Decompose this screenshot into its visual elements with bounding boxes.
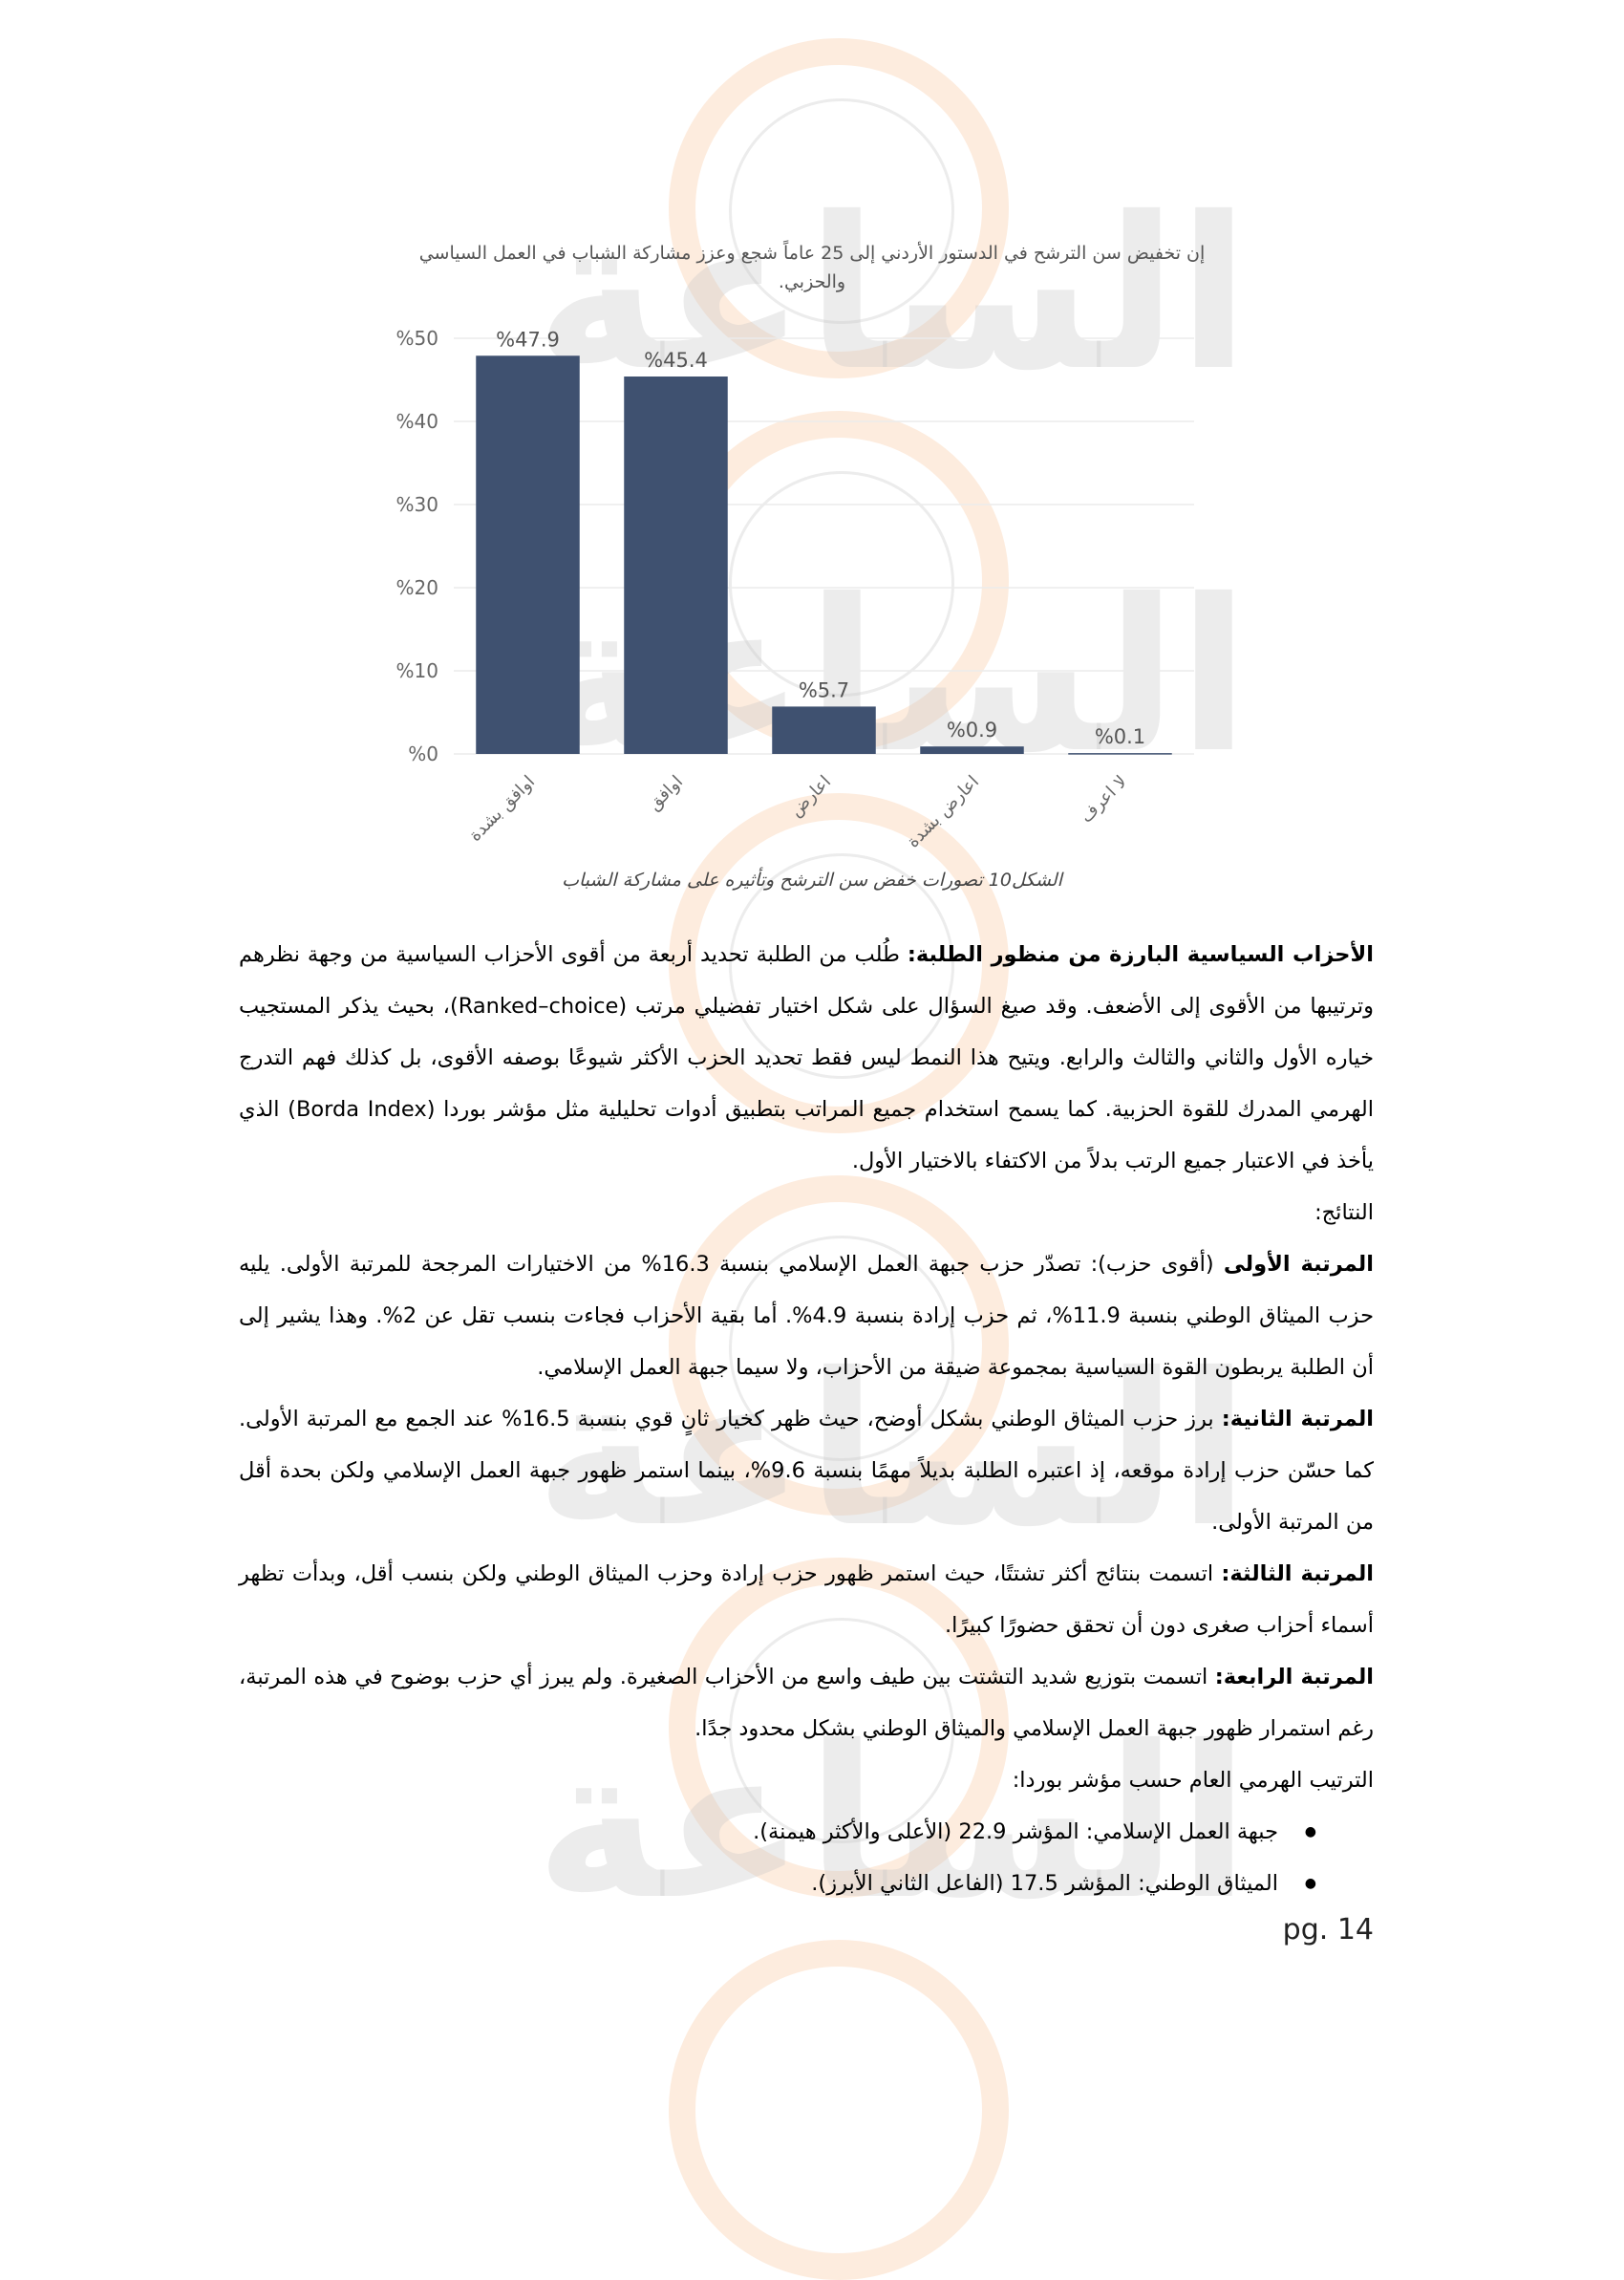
body-text: الأحزاب السياسية البارزة من منظور الطلبة… xyxy=(239,929,1374,1909)
heading-rank-2: المرتبة الثانية: xyxy=(1221,1407,1374,1431)
borda-label: الترتيب الهرمي العام حسب مؤشر بوردا: xyxy=(1012,1768,1374,1793)
paragraph-text: اتسمت بتوزيع شديد التشتت بين طيف واسع من… xyxy=(239,1665,1374,1741)
data-label: %5.7 xyxy=(799,678,849,701)
paragraph-text: برز حزب الميثاق الوطني بشكل أوضح، حيث ظه… xyxy=(239,1407,1375,1535)
heading-rank-1: المرتبة الأولى xyxy=(1223,1252,1374,1277)
data-label: %47.9 xyxy=(496,328,560,351)
bar-chart: %0 %10 %20 %30 %40 %50 %47.9 اوافق بشدة %45.4 اوا… xyxy=(396,327,1194,852)
data-label: %0.1 xyxy=(1095,725,1145,748)
x-tick-label: اوافق xyxy=(644,772,687,815)
heading-parties: الأحزاب السياسية البارزة من منظور الطلبة… xyxy=(907,942,1374,967)
data-label: %0.9 xyxy=(947,719,997,742)
x-tick-label: اعارض xyxy=(786,772,835,821)
y-tick-label: %50 xyxy=(396,327,438,350)
heading-rank-4: المرتبة الرابعة: xyxy=(1214,1665,1374,1689)
paragraph-rank-3: المرتبة الثالثة: اتسمت بنتائج أكثر تشتتً… xyxy=(239,1548,1374,1651)
bar xyxy=(772,706,876,754)
paragraph-rank-2: المرتبة الثانية: برز حزب الميثاق الوطني … xyxy=(239,1393,1374,1548)
x-tick-label: لا اعرف xyxy=(1077,772,1132,828)
y-tick-label: %0 xyxy=(408,742,438,765)
paragraph-parties: الأحزاب السياسية البارزة من منظور الطلبة… xyxy=(239,929,1374,1187)
bar xyxy=(624,376,728,754)
paragraph-text: اتسمت بنتائج أكثر تشتتًا، حيث استمر ظهور… xyxy=(239,1561,1374,1638)
chart-title: إن تخفيض سن الترشح في الدستور الأردني إل… xyxy=(418,243,1206,292)
y-tick-label: %20 xyxy=(396,576,438,599)
paragraph-text: (أقوى حزب): تصدّر حزب جبهة العمل الإسلام… xyxy=(239,1252,1375,1380)
bar xyxy=(1068,753,1172,755)
y-tick-label: %10 xyxy=(396,659,438,682)
data-label: %45.4 xyxy=(644,349,708,372)
paragraph-rank-4: المرتبة الرابعة: اتسمت بتوزيع شديد التشت… xyxy=(239,1651,1374,1754)
page-number: pg. 14 xyxy=(1282,1913,1374,1947)
heading-rank-3: المرتبة الثالثة: xyxy=(1221,1561,1374,1586)
bar xyxy=(920,746,1024,754)
paragraph-rank-1: المرتبة الأولى (أقوى حزب): تصدّر حزب جبه… xyxy=(239,1238,1374,1393)
list-item: جبهة العمل الإسلامي: المؤشر 22.9 (الأعلى… xyxy=(239,1806,1316,1858)
y-tick-label: %30 xyxy=(396,493,438,516)
borda-list: جبهة العمل الإسلامي: المؤشر 22.9 (الأعلى… xyxy=(239,1806,1374,1909)
y-tick-label: %40 xyxy=(396,410,438,433)
paragraph-text: طُلب من الطلبة تحديد أربعة من أقوى الأحز… xyxy=(239,942,1375,1173)
list-item: الميثاق الوطني: المؤشر 17.5 (الفاعل الثا… xyxy=(239,1858,1316,1909)
x-tick-label: اعارض بشدة xyxy=(903,772,983,852)
figure-caption: الشكل10 تصورات خفض سن الترشح وتأثيره على… xyxy=(562,870,1062,891)
bar xyxy=(476,355,580,754)
x-tick-label: اوافق بشدة xyxy=(465,772,539,846)
results-label: النتائج: xyxy=(1314,1200,1374,1225)
